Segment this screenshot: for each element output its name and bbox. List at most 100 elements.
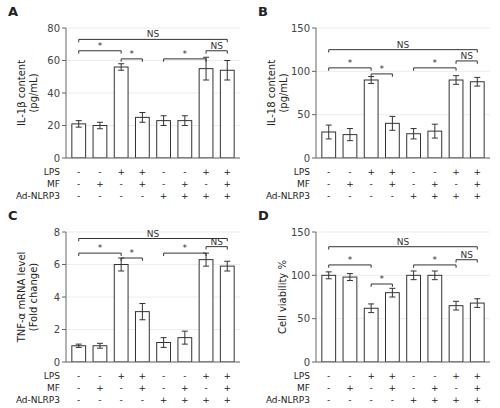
bar xyxy=(199,260,213,362)
grid-line xyxy=(316,232,490,233)
bar xyxy=(157,121,171,158)
bar xyxy=(178,121,192,158)
error-bar xyxy=(139,304,145,320)
row-sign: - xyxy=(433,167,436,177)
row-sign: + xyxy=(431,383,439,393)
row-sign: + xyxy=(223,167,231,177)
row-sign: - xyxy=(391,395,394,405)
bar xyxy=(449,80,463,158)
y-tick-label: 100 xyxy=(291,66,310,77)
row-sign: - xyxy=(454,179,457,189)
row-sign: + xyxy=(202,167,210,177)
significance-label: NS xyxy=(210,41,223,51)
error-bar xyxy=(453,301,459,310)
row-sign: - xyxy=(327,395,330,405)
grid-line xyxy=(316,275,490,276)
significance-label: * xyxy=(380,64,385,74)
y-axis xyxy=(316,232,317,362)
error-bar xyxy=(97,343,103,348)
row-sign: - xyxy=(327,371,330,381)
grid-line xyxy=(66,28,240,29)
row-sign: + xyxy=(202,371,210,381)
row-sign: - xyxy=(162,371,165,381)
error-bar xyxy=(161,116,167,126)
bar xyxy=(135,117,149,158)
y-axis-label: IL-1β content(pg/mL) xyxy=(16,60,39,126)
row-sign: + xyxy=(473,179,481,189)
grid-line xyxy=(66,125,240,126)
row-label: MF xyxy=(297,383,310,393)
y-axis xyxy=(316,28,317,158)
row-sign: + xyxy=(410,191,418,201)
row-sign: - xyxy=(77,395,80,405)
error-bar xyxy=(97,122,103,129)
row-sign: - xyxy=(391,191,394,201)
y-tick xyxy=(62,264,66,265)
significance-label: * xyxy=(98,243,103,253)
row-sign: + xyxy=(96,179,104,189)
row-sign: + xyxy=(181,191,189,201)
significance-bracket xyxy=(456,61,477,64)
row-label: MF xyxy=(47,179,60,189)
bar xyxy=(199,69,213,158)
bar xyxy=(449,306,463,362)
significance-label: NS xyxy=(460,51,473,61)
bar xyxy=(364,308,378,362)
y-tick-label: 4 xyxy=(54,292,60,303)
row-label: Ad-NLRP3 xyxy=(16,191,60,201)
row-label: Ad-NLRP3 xyxy=(16,395,60,405)
error-bar xyxy=(182,331,188,344)
grid-line xyxy=(66,60,240,61)
y-tick xyxy=(312,362,316,363)
x-axis xyxy=(66,362,240,363)
grid-line xyxy=(66,158,240,159)
row-sign: - xyxy=(98,191,101,201)
y-tick xyxy=(312,28,316,29)
error-bar xyxy=(411,271,417,280)
grid-line xyxy=(316,114,490,115)
row-sign: - xyxy=(370,383,373,393)
y-tick-label: 0 xyxy=(304,153,310,164)
y-tick-label: 0 xyxy=(304,357,310,368)
y-tick xyxy=(62,362,66,363)
row-sign: - xyxy=(77,371,80,381)
significance-bracket xyxy=(329,50,478,53)
significance-bracket xyxy=(329,247,478,250)
row-sign: - xyxy=(120,179,123,189)
significance-label: * xyxy=(183,243,188,253)
error-bar xyxy=(118,64,124,71)
y-tick-label: 150 xyxy=(291,227,310,238)
error-bar xyxy=(76,121,82,128)
error-bar xyxy=(432,124,438,138)
error-bar xyxy=(432,271,438,280)
row-label: Ad-NLRP3 xyxy=(266,395,310,405)
row-sign: + xyxy=(389,179,397,189)
row-sign: + xyxy=(139,179,147,189)
row-sign: - xyxy=(204,383,207,393)
row-sign: + xyxy=(431,191,439,201)
error-bar xyxy=(347,274,353,281)
row-sign: + xyxy=(223,395,231,405)
bar xyxy=(114,265,128,363)
y-tick xyxy=(312,318,316,319)
bar xyxy=(322,275,336,362)
y-tick-label: 0 xyxy=(54,153,60,164)
y-tick-label: 80 xyxy=(47,23,60,34)
bar xyxy=(364,80,378,158)
row-sign: + xyxy=(223,179,231,189)
significance-label: * xyxy=(433,58,438,68)
plot-area xyxy=(72,253,234,362)
row-sign: - xyxy=(77,167,80,177)
row-sign: - xyxy=(98,167,101,177)
row-sign: + xyxy=(473,191,481,201)
y-tick-label: 2 xyxy=(54,324,60,335)
row-sign: + xyxy=(139,167,147,177)
y-tick xyxy=(312,232,316,233)
error-bar xyxy=(368,77,374,84)
error-bar xyxy=(326,272,332,279)
panel: CTNF-α mRNA level(Fold change)02468***NS… xyxy=(8,208,240,405)
y-tick-label: 20 xyxy=(47,120,60,131)
row-sign: - xyxy=(412,167,415,177)
grid-line xyxy=(66,329,240,330)
row-sign: - xyxy=(98,395,101,405)
